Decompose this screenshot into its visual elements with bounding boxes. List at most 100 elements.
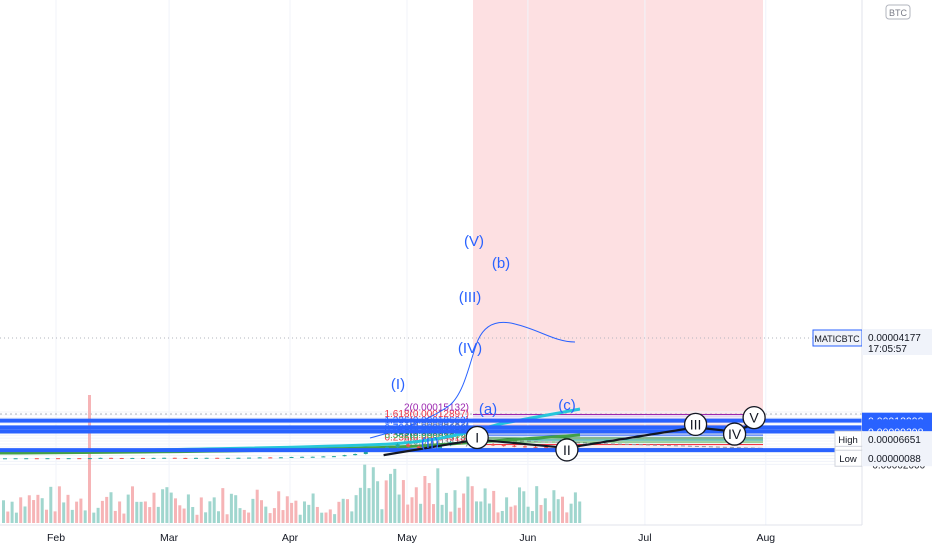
candle-body (13, 458, 18, 460)
candle-body (247, 457, 252, 459)
candle-body (491, 444, 496, 446)
volume-bar (496, 512, 500, 523)
candle-body (98, 457, 103, 459)
volume-bar (70, 509, 74, 523)
candle-body (162, 457, 167, 459)
volume-bar (561, 496, 564, 523)
candle-body (268, 457, 273, 459)
candle-body (183, 457, 188, 459)
volume-bar (260, 500, 263, 523)
volume-bar (281, 510, 285, 523)
volume-bar (199, 497, 203, 523)
fib-zone (473, 442, 763, 445)
candle-body (204, 457, 209, 459)
subwave-label: (b) (492, 255, 510, 272)
volume-bar (363, 464, 367, 523)
candle-body (56, 458, 61, 460)
volume-bar (393, 468, 397, 523)
volume-bar (255, 489, 259, 523)
volume-bar (251, 498, 255, 523)
volume-bar (100, 500, 104, 523)
volume-bar (526, 506, 530, 523)
volume-bar (79, 498, 83, 523)
candle-body (406, 444, 411, 447)
volume-bar (131, 486, 134, 523)
wave-label: III (690, 416, 702, 432)
candle-body (416, 446, 421, 449)
candle-body (438, 445, 443, 450)
volume-bar (401, 480, 405, 523)
volume-bar (83, 510, 87, 523)
volume-bar (122, 513, 126, 523)
volume-bar (311, 493, 315, 523)
volume-bar (268, 513, 272, 523)
volume-bar (530, 511, 534, 523)
candle-body (140, 457, 145, 459)
volume-bar (522, 491, 526, 523)
fib-zone (473, 420, 763, 428)
wave-circle (465, 425, 489, 450)
volume-bar (384, 480, 388, 523)
candle-body (353, 454, 358, 456)
subwave-label: (III) (459, 289, 482, 306)
volume-bar (492, 490, 496, 523)
volume-bar (509, 506, 513, 523)
volume-bar (49, 486, 53, 523)
volume-bar (535, 486, 539, 523)
candle-body (331, 456, 336, 458)
low-label: Low (839, 454, 857, 465)
volume-bar (470, 486, 474, 523)
volume-bar (432, 504, 435, 523)
subwave-label: (a) (479, 401, 497, 418)
fib-label: 0.236(0.00004813) (384, 432, 469, 443)
volume-bar (10, 501, 14, 523)
time-tick-label: Jun (519, 532, 536, 544)
volume-bar (324, 512, 328, 523)
volume-bar (14, 512, 18, 523)
volume-bar (500, 510, 504, 523)
subwave-label: (V) (464, 233, 484, 250)
volume-bar (367, 488, 371, 523)
candle-body (533, 446, 538, 448)
volume-bar (475, 501, 478, 523)
volume-bar (466, 476, 470, 523)
volume-bar (217, 511, 220, 523)
volume-bar (389, 473, 392, 523)
fib-zones (473, 0, 763, 449)
volume-bar (436, 468, 440, 523)
time-tick-label: Aug (756, 532, 775, 544)
volume-bar (272, 508, 276, 523)
volume-bar (165, 487, 169, 523)
volume-bar (113, 510, 117, 523)
fib-label: 1.618(0.00012897) (384, 409, 469, 420)
volume-bar (427, 483, 431, 523)
subwave-label: (c) (558, 397, 576, 414)
volume-bar (195, 514, 199, 523)
volume-bar (423, 476, 427, 523)
candle-body (3, 458, 7, 460)
volume-bar (483, 488, 487, 523)
candle-body (395, 444, 400, 448)
volume-bar (169, 492, 173, 523)
low-value: 0.00000088 (868, 454, 921, 465)
volume-bar (552, 490, 556, 523)
volume-bar (27, 495, 31, 523)
volume-bar (539, 504, 543, 523)
volume-bar (191, 506, 195, 523)
volume-bar (161, 489, 165, 523)
candle-body (363, 451, 368, 455)
volume-bar (341, 498, 345, 523)
fib-label: 0.382(0.00005666) (384, 430, 469, 441)
volume-bar (457, 507, 461, 523)
volume-bar (505, 497, 509, 523)
volume-bar (328, 509, 332, 523)
volume-bar (376, 481, 380, 523)
volume-bar (212, 497, 216, 523)
last-price-value: 0.00004177 (868, 333, 921, 344)
volume-bar (2, 500, 5, 523)
candle-body (289, 456, 294, 458)
volume-bar (75, 501, 79, 523)
